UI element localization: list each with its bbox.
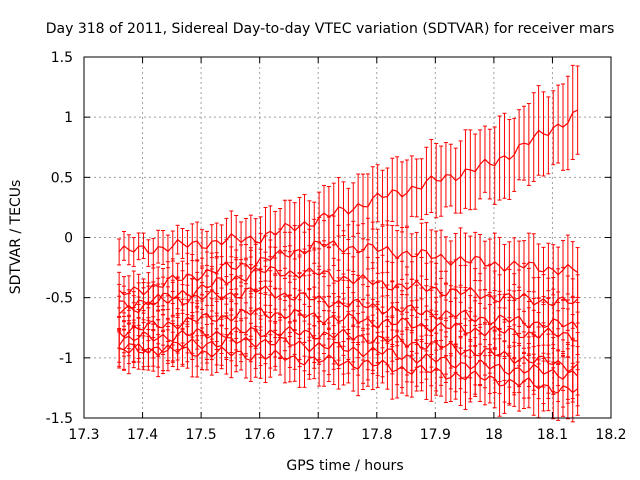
x-tick-label: 17.9 [420,427,451,443]
x-axis-label: GPS time / hours [286,458,403,474]
x-tick-label: 17.7 [303,427,334,443]
y-tick-label: -1 [59,351,73,367]
y-axis-label: SDTVAR / TECUs [8,180,24,295]
series-s8 [117,323,580,423]
y-tick-label: 1 [64,110,73,126]
y-tick-label: 0.5 [51,170,73,186]
series-line [118,109,578,254]
x-tick-label: 17.4 [127,427,158,443]
chart-title: Day 318 of 2011, Sidereal Day-to-day VTE… [46,21,614,37]
x-tick-label: 18.1 [537,427,568,443]
series-layer [117,64,580,423]
x-tick-label: 18.2 [595,427,626,443]
x-tick-label: 17.3 [68,427,99,443]
series-line [118,343,578,394]
y-tick-label: -0.5 [46,291,73,307]
axis-ticks: 17.3 17.4 17.5 17.6 17.7 17.8 17.9 18 18.1 18.2 1.… [46,50,627,443]
x-tick-label: 18 [485,427,503,443]
y-tick-label: 1.5 [51,50,73,66]
x-tick-label: 17.6 [244,427,275,443]
x-tick-label: 17.8 [361,427,392,443]
series-line [118,265,579,315]
x-tick-label: 17.5 [186,427,217,443]
y-tick-label: -1.5 [46,411,73,427]
grid [84,57,611,418]
y-tick-label: 0 [64,231,73,247]
